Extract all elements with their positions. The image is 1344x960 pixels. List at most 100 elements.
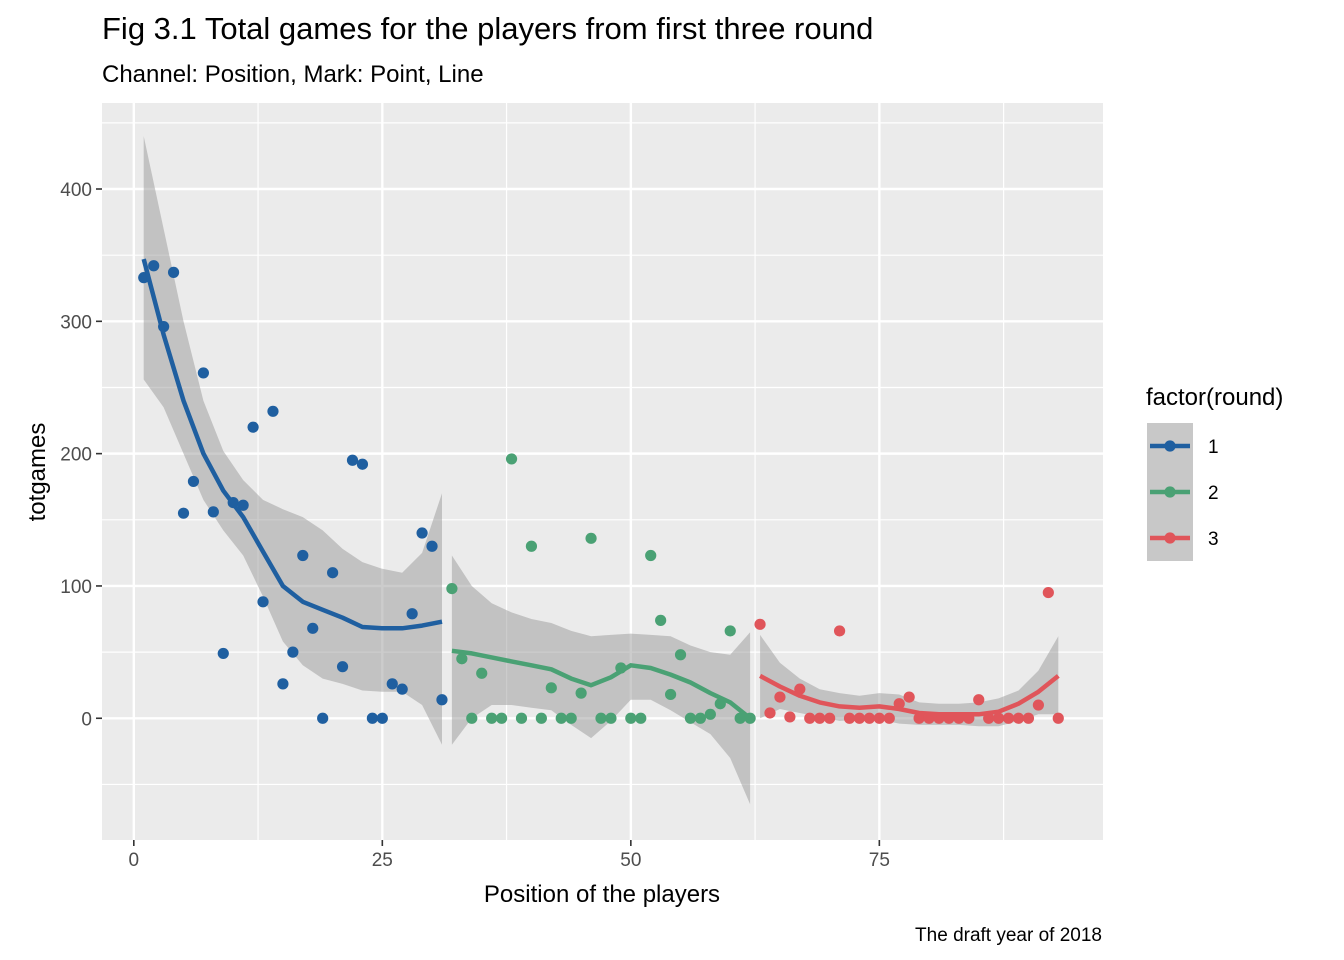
point-round-3 xyxy=(873,712,885,724)
x-tick-label: 50 xyxy=(620,850,641,871)
x-tick-label: 25 xyxy=(372,850,393,871)
x-axis-label: Position of the players xyxy=(484,881,720,908)
point-round-3 xyxy=(814,712,826,724)
legend-key-point xyxy=(1164,486,1176,498)
point-round-2 xyxy=(645,549,657,562)
point-round-1 xyxy=(436,694,448,706)
point-round-2 xyxy=(704,708,716,720)
point-round-3 xyxy=(1042,586,1054,599)
point-round-1 xyxy=(297,549,309,562)
point-round-1 xyxy=(307,622,319,634)
point-round-2 xyxy=(505,453,518,465)
y-axis-label: totgames xyxy=(24,423,51,522)
point-round-1 xyxy=(406,608,418,620)
point-round-2 xyxy=(674,649,687,661)
point-round-2 xyxy=(585,532,597,544)
chart-subtitle: Channel: Position, Mark: Point, Line xyxy=(102,61,484,88)
point-round-1 xyxy=(346,454,359,466)
point-round-2 xyxy=(605,712,617,724)
legend-item-label: 2 xyxy=(1208,483,1219,504)
point-round-3 xyxy=(833,625,846,637)
point-round-1 xyxy=(277,678,289,690)
point-round-1 xyxy=(356,458,369,470)
y-tick-label: 300 xyxy=(60,312,92,333)
legend-key-point xyxy=(1164,532,1176,544)
legend-item-label: 3 xyxy=(1208,529,1219,550)
point-round-3 xyxy=(784,711,796,723)
point-round-1 xyxy=(217,647,229,660)
axis-ticks: 0 25 50 75 0 100 200 300 400 xyxy=(60,180,890,871)
point-round-2 xyxy=(456,653,468,665)
point-round-1 xyxy=(197,367,209,379)
point-round-3 xyxy=(1012,712,1025,724)
point-round-1 xyxy=(336,661,349,673)
point-round-2 xyxy=(565,712,577,724)
chart-title: Fig 3.1 Total games for the players from… xyxy=(102,11,873,46)
point-round-2 xyxy=(466,712,478,724)
point-round-2 xyxy=(476,667,488,679)
point-round-1 xyxy=(267,405,279,417)
point-round-2 xyxy=(555,712,567,724)
point-round-3 xyxy=(1002,712,1015,724)
y-tick-label: 200 xyxy=(60,445,92,466)
point-round-3 xyxy=(903,691,915,703)
point-round-2 xyxy=(724,625,736,637)
point-round-1 xyxy=(376,712,388,724)
point-round-1 xyxy=(247,421,259,433)
point-round-3 xyxy=(1052,712,1064,724)
point-round-1 xyxy=(257,596,269,608)
point-round-2 xyxy=(694,712,707,724)
point-round-3 xyxy=(973,694,985,706)
point-round-2 xyxy=(545,682,557,694)
point-round-3 xyxy=(804,712,816,724)
confidence-band-round-1 xyxy=(143,136,442,745)
point-round-2 xyxy=(664,688,677,701)
point-round-1 xyxy=(237,499,249,511)
point-round-2 xyxy=(595,712,607,724)
point-round-3 xyxy=(993,712,1005,724)
point-round-3 xyxy=(794,683,806,695)
point-round-2 xyxy=(486,712,498,724)
y-tick-label: 100 xyxy=(60,577,92,598)
point-round-1 xyxy=(167,266,180,278)
legend: factor(round) 1 2 3 xyxy=(1146,384,1283,561)
y-tick-label: 0 xyxy=(81,709,92,730)
point-round-1 xyxy=(426,540,438,552)
x-tick-label: 75 xyxy=(869,850,890,871)
point-round-1 xyxy=(177,507,190,519)
point-round-2 xyxy=(635,712,647,724)
point-round-3 xyxy=(883,712,895,724)
point-round-3 xyxy=(1032,699,1044,711)
point-round-1 xyxy=(207,506,219,518)
point-round-3 xyxy=(824,712,836,724)
point-round-2 xyxy=(496,712,508,724)
point-round-2 xyxy=(446,582,458,595)
y-tick-label: 400 xyxy=(60,180,92,201)
smooth-line-round-3 xyxy=(759,673,1060,717)
point-round-2 xyxy=(575,687,587,699)
point-round-3 xyxy=(843,712,856,724)
point-round-3 xyxy=(863,712,876,724)
point-round-1 xyxy=(317,712,329,724)
point-round-2 xyxy=(515,712,528,724)
smooth-line-round-2 xyxy=(451,648,752,721)
point-round-1 xyxy=(366,712,378,724)
point-round-1 xyxy=(386,678,398,690)
smooth-line-round-1 xyxy=(141,258,443,631)
point-round-3 xyxy=(774,691,786,703)
point-round-1 xyxy=(327,567,339,579)
point-round-2 xyxy=(525,540,538,552)
point-round-1 xyxy=(187,475,200,488)
point-round-1 xyxy=(416,527,428,539)
point-round-2 xyxy=(655,614,667,626)
x-tick-label: 0 xyxy=(129,850,140,871)
point-round-1 xyxy=(396,683,408,695)
chart-caption: The draft year of 2018 xyxy=(915,925,1102,946)
point-round-2 xyxy=(535,712,547,724)
legend-title: factor(round) xyxy=(1146,384,1283,411)
point-round-3 xyxy=(1022,712,1035,724)
point-round-2 xyxy=(625,712,637,724)
smooth-lines xyxy=(141,258,1060,721)
point-round-3 xyxy=(913,712,925,724)
